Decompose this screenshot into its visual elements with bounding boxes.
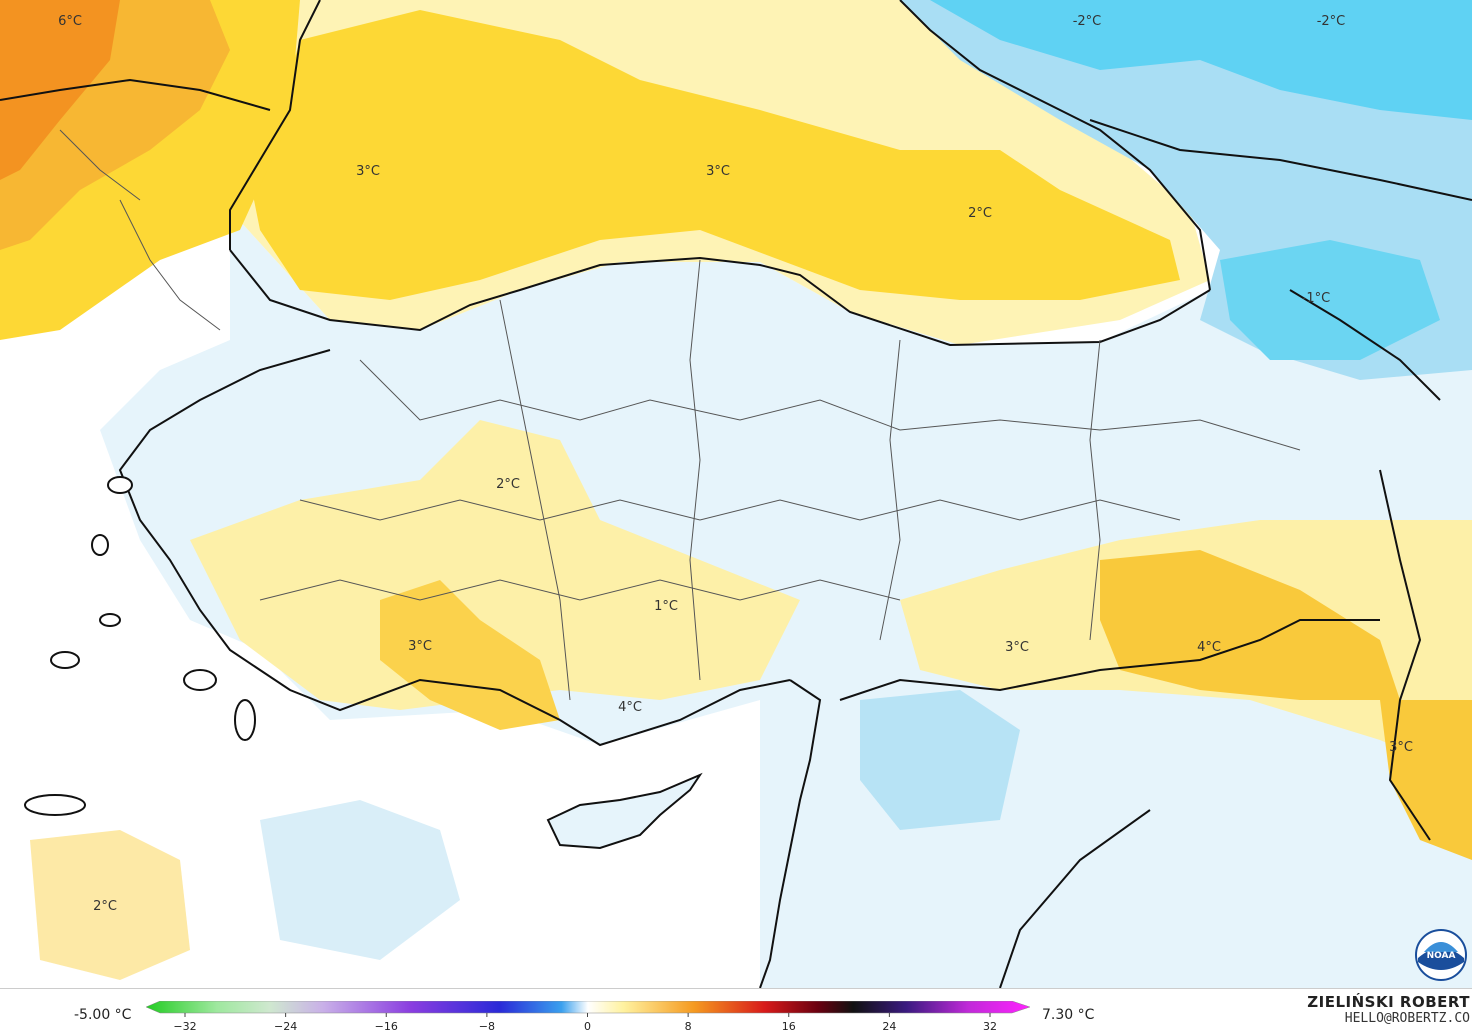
- temp-label-minus1c-armenia: -1°C: [1302, 291, 1331, 306]
- legend-max-value: 7.30 °C: [1042, 1007, 1095, 1023]
- scale-tick-label: −32: [173, 1020, 196, 1033]
- scale-tick-label: 0: [584, 1020, 591, 1033]
- black-sea-west-coast: [229, 0, 321, 250]
- temp-label-3c-black-sea-center: 3°C: [706, 164, 730, 179]
- aegean-coast: [118, 349, 791, 747]
- levant-pale-blue-patch: [260, 800, 460, 960]
- antalya-gold-patch: [380, 580, 560, 730]
- balkan-border: [0, 78, 271, 111]
- iran-border: [1379, 469, 1431, 841]
- author-email: HELLO@ROBERTZ.CO: [1344, 1011, 1470, 1026]
- syria-turkey-border: [839, 619, 1380, 701]
- temp-label-3c-black-sea-west: 3°C: [356, 164, 380, 179]
- scale-tick-label: −8: [479, 1020, 495, 1033]
- black-sea-east-coast: [899, 0, 1211, 291]
- scale-tick-label: −16: [375, 1020, 398, 1033]
- temp-label-minus2c-caucasus-west: -2°C: [1073, 14, 1102, 29]
- temp-label-4c-mardin: 4°C: [1197, 640, 1221, 655]
- legend-footer: -5.00 °C −32 −24 −16 −8: [0, 988, 1472, 1036]
- temp-label-3c-antalya: 3°C: [408, 639, 432, 654]
- iraq-syria-border: [999, 809, 1151, 988]
- aegean-islands: [24, 476, 256, 816]
- armenia-border: [1289, 289, 1441, 401]
- central-anatolia-yellow-patch: [190, 420, 800, 710]
- scale-tick-label: −24: [274, 1020, 297, 1033]
- temp-label-2c-central-anatolia: 2°C: [496, 477, 520, 492]
- province-boundaries: [59, 129, 1301, 701]
- levant-coast: [759, 679, 822, 988]
- temp-label-3c-iran: 3°C: [1389, 740, 1413, 755]
- iran-gold-patch: [1380, 700, 1472, 860]
- temperature-map: 6°C 3°C 3°C 2°C -2°C -2°C -1°C 2°C 1°C 3…: [0, 0, 1472, 988]
- armenia-cyan-field: [1220, 240, 1440, 360]
- legend-min-value: -5.00 °C: [74, 1007, 132, 1023]
- temp-label-1c-konya: 1°C: [654, 599, 678, 614]
- scale-tick-label: 16: [782, 1020, 796, 1033]
- black-sea-gold-field: [250, 10, 1180, 300]
- scale-tick-label: 32: [983, 1020, 997, 1033]
- author-credit: ZIELIŃSKI ROBERT: [1307, 993, 1470, 1011]
- scale-tick-label: 8: [685, 1020, 692, 1033]
- noaa-logo: NOAA: [1415, 929, 1467, 981]
- georgia-border: [1089, 119, 1472, 201]
- scale-ticks: −32 −24 −16 −8 0 8 16 24 32: [173, 1013, 997, 1033]
- noaa-logo-text: NOAA: [1427, 951, 1456, 961]
- scale-tick-label: 24: [882, 1020, 896, 1033]
- cyprus-island: [546, 772, 703, 850]
- temp-label-2c-mediterranean: 2°C: [93, 899, 117, 914]
- temp-label-6c-balkans: 6°C: [58, 14, 82, 29]
- coastlines-and-borders: [0, 0, 1472, 988]
- temp-label-minus2c-caucasus-east: -2°C: [1317, 14, 1346, 29]
- temp-label-4c-mersin: 4°C: [618, 700, 642, 715]
- color-scale-bar: −32 −24 −16 −8 0 8 16 24 32: [145, 1001, 1031, 1033]
- mediterranean-yellow-patch: [30, 830, 190, 980]
- syria-blue-patch: [860, 690, 1020, 830]
- temp-label-3c-southeast: 3°C: [1005, 640, 1029, 655]
- temp-label-2c-black-sea-east: 2°C: [968, 206, 992, 221]
- map-canvas: 6°C 3°C 3°C 2°C -2°C -2°C -1°C 2°C 1°C 3…: [0, 0, 1472, 988]
- temperature-labels: 6°C 3°C 3°C 2°C -2°C -2°C -1°C 2°C 1°C 3…: [58, 14, 1413, 914]
- caucasus-cyan-field: [930, 0, 1472, 120]
- black-sea-south-coast: [229, 249, 1211, 347]
